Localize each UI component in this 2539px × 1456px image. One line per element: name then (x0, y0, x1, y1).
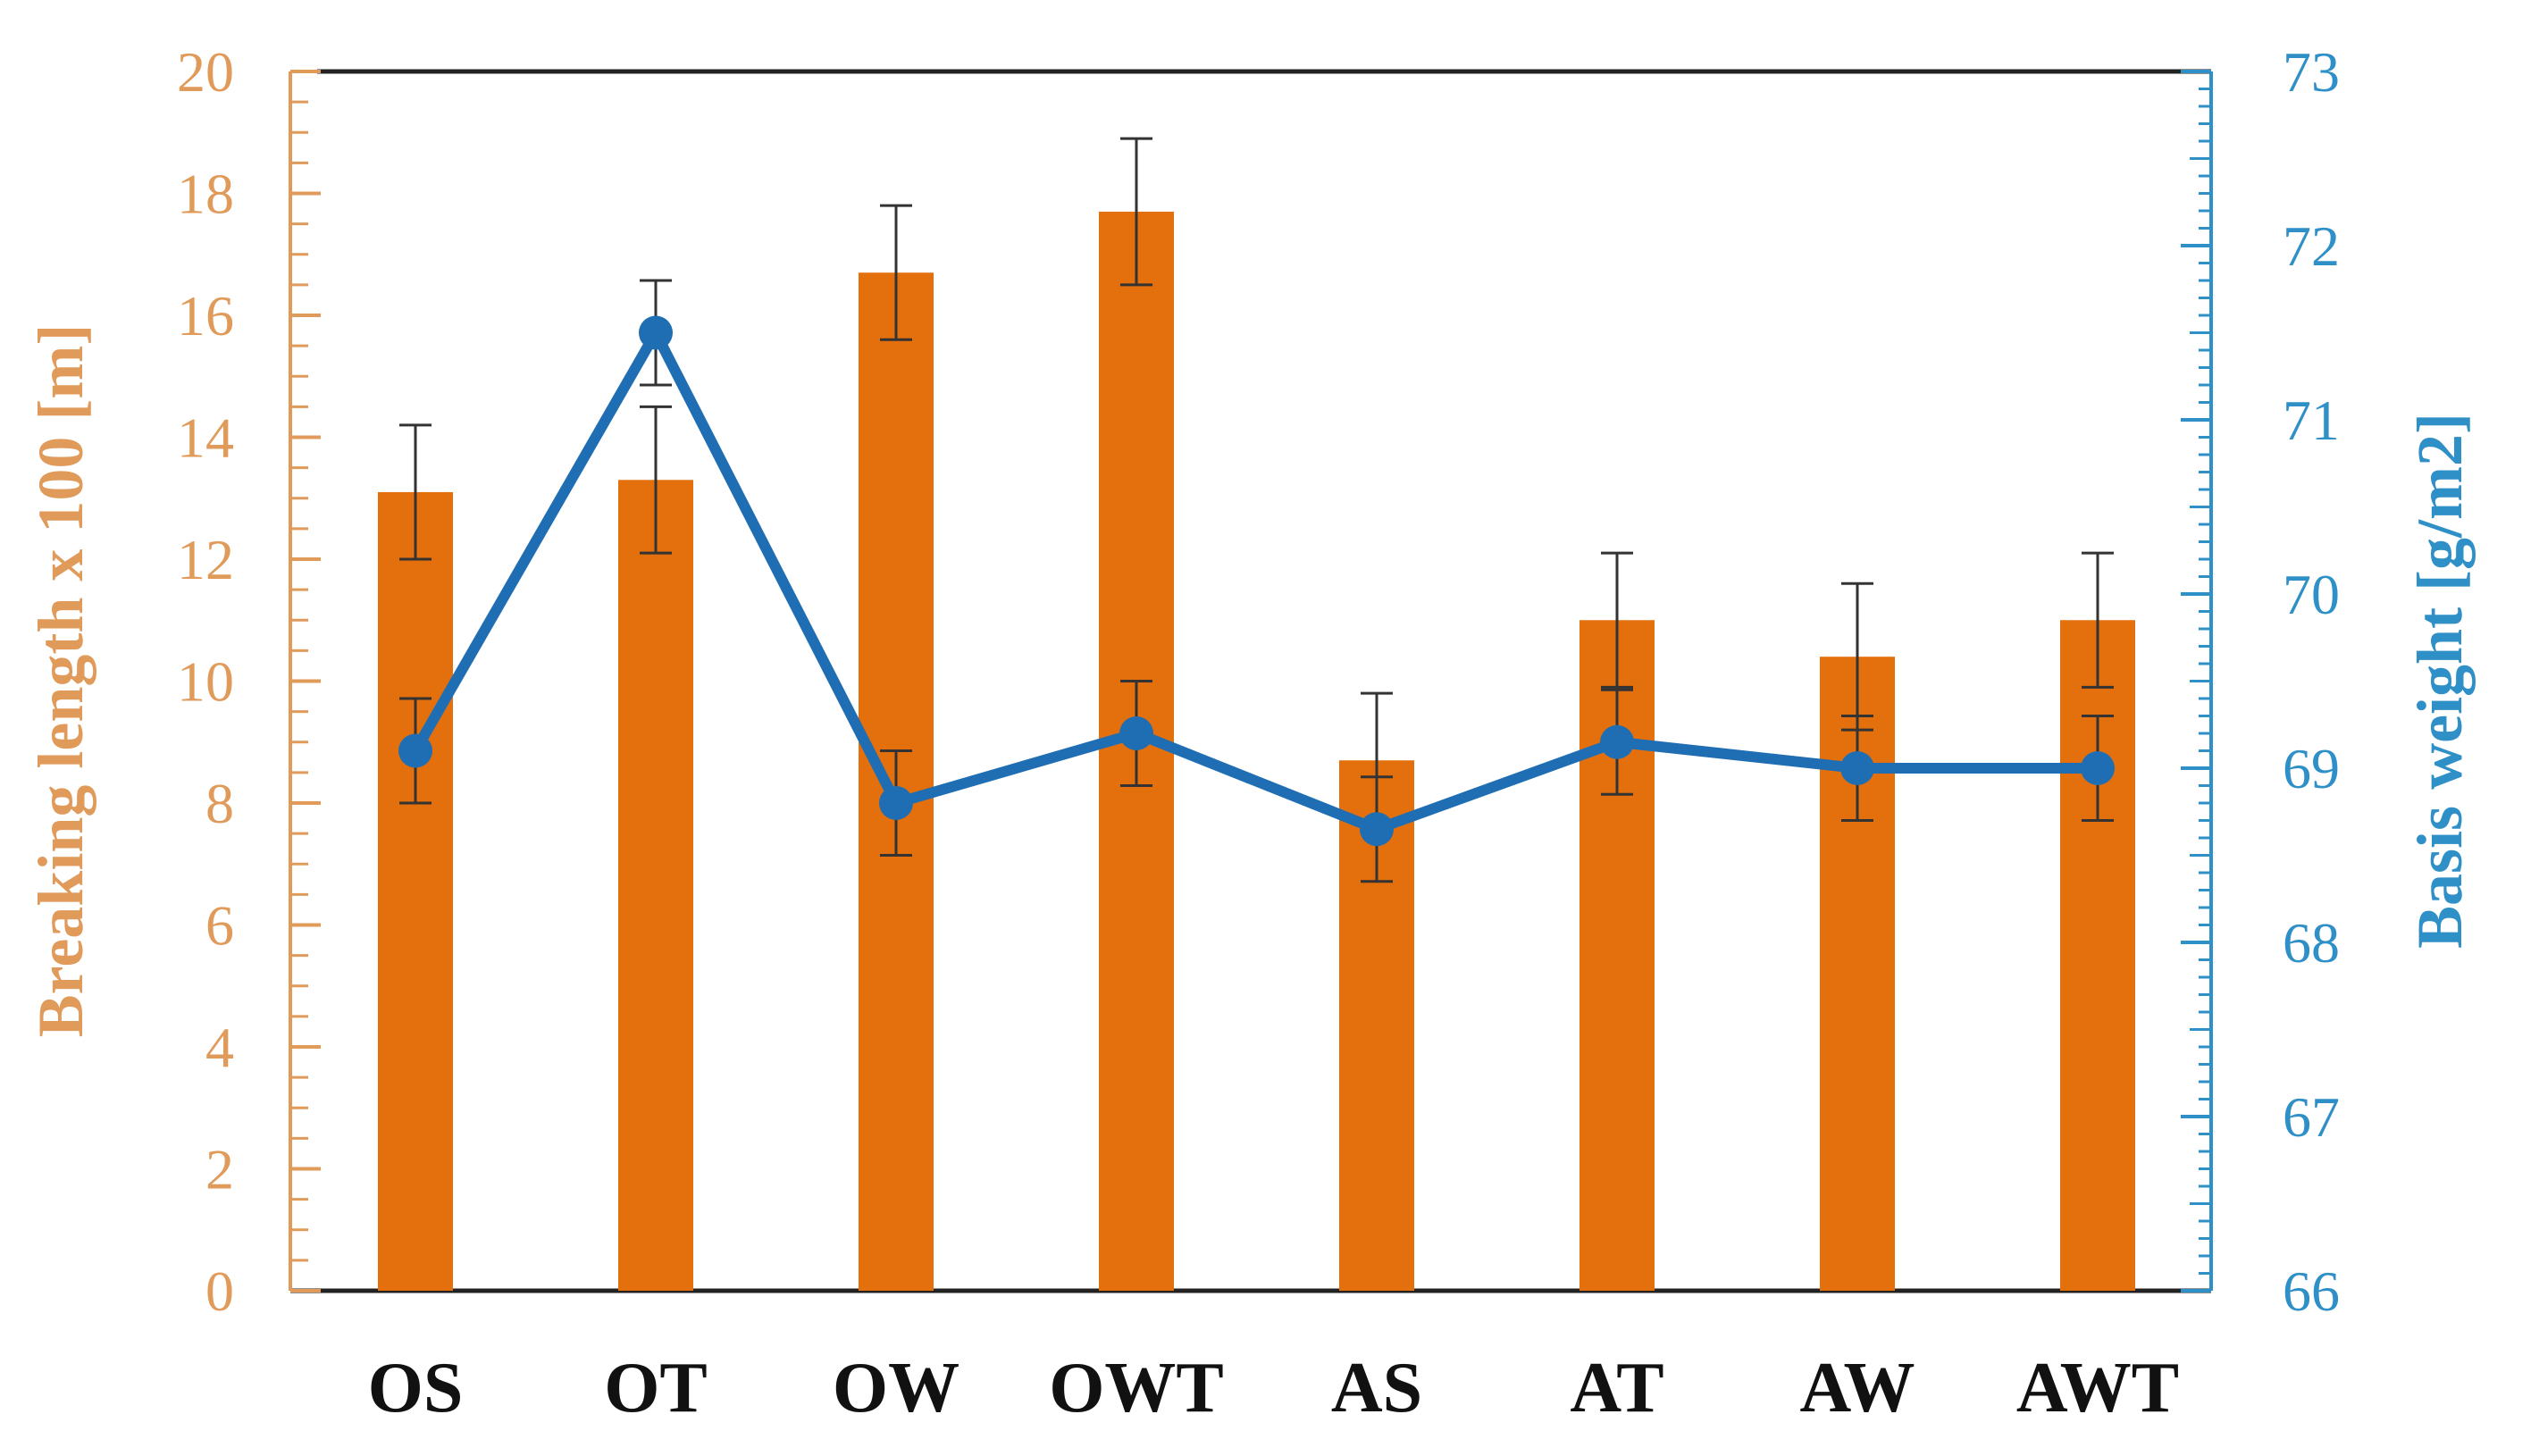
left-tick-label: 12 (177, 528, 234, 591)
left-tick-label: 6 (205, 894, 234, 958)
right-axis-ticks: 66 67 68 69 70 71 72 73 (2181, 40, 2340, 1323)
left-axis-ticks: 0 2 4 6 8 10 12 14 16 18 20 (177, 40, 321, 1323)
left-tick-label: 0 (205, 1259, 234, 1323)
line-point (1600, 724, 1634, 759)
bar (618, 480, 693, 1291)
right-tick-label: 66 (2283, 1259, 2340, 1323)
line-point (639, 315, 673, 350)
left-tick-label: 2 (205, 1138, 234, 1201)
line-series (410, 327, 2098, 835)
plot-frame (289, 69, 2213, 1293)
left-tick-label: 10 (177, 650, 234, 714)
bar-series (378, 211, 2135, 1292)
category-label: OS (368, 1349, 464, 1427)
right-tick-label: 69 (2283, 737, 2340, 800)
category-label: AS (1331, 1349, 1422, 1427)
right-tick-label: 71 (2283, 389, 2340, 452)
left-tick-label: 4 (205, 1016, 234, 1079)
bar (378, 491, 453, 1291)
left-tick-label: 16 (177, 284, 234, 347)
category-label: AW (1800, 1349, 1915, 1427)
right-tick-label: 67 (2283, 1085, 2340, 1149)
line-point (2081, 751, 2115, 785)
left-tick-label: 8 (205, 772, 234, 835)
category-labels: OS OT OW OWT AS AT AW AWT (368, 1349, 2179, 1427)
right-tick-label: 72 (2283, 214, 2340, 278)
category-label: OWT (1049, 1349, 1224, 1427)
right-tick-label: 73 (2283, 40, 2340, 104)
left-tick-label: 14 (177, 406, 234, 470)
left-axis-title: Breaking length x 100 [m] (25, 324, 96, 1038)
left-tick-label: 20 (177, 40, 234, 104)
left-tick-label: 18 (177, 163, 234, 226)
category-label: AT (1570, 1349, 1663, 1427)
category-label: OW (833, 1349, 959, 1427)
line-point (879, 786, 913, 820)
line-points (398, 315, 2115, 847)
category-label: AWT (2016, 1349, 2179, 1427)
category-label: OT (604, 1349, 708, 1427)
line-point (1119, 716, 1153, 750)
right-tick-label: 68 (2283, 911, 2340, 975)
line-point (1360, 812, 1394, 847)
line-point (1840, 751, 1874, 785)
right-tick-label: 70 (2283, 563, 2340, 626)
bar-error-bars (399, 137, 2114, 829)
right-axis-title: Basis weight [g/m2] (2404, 413, 2476, 949)
basis-weight-line (410, 327, 2098, 835)
line-point (398, 733, 432, 768)
